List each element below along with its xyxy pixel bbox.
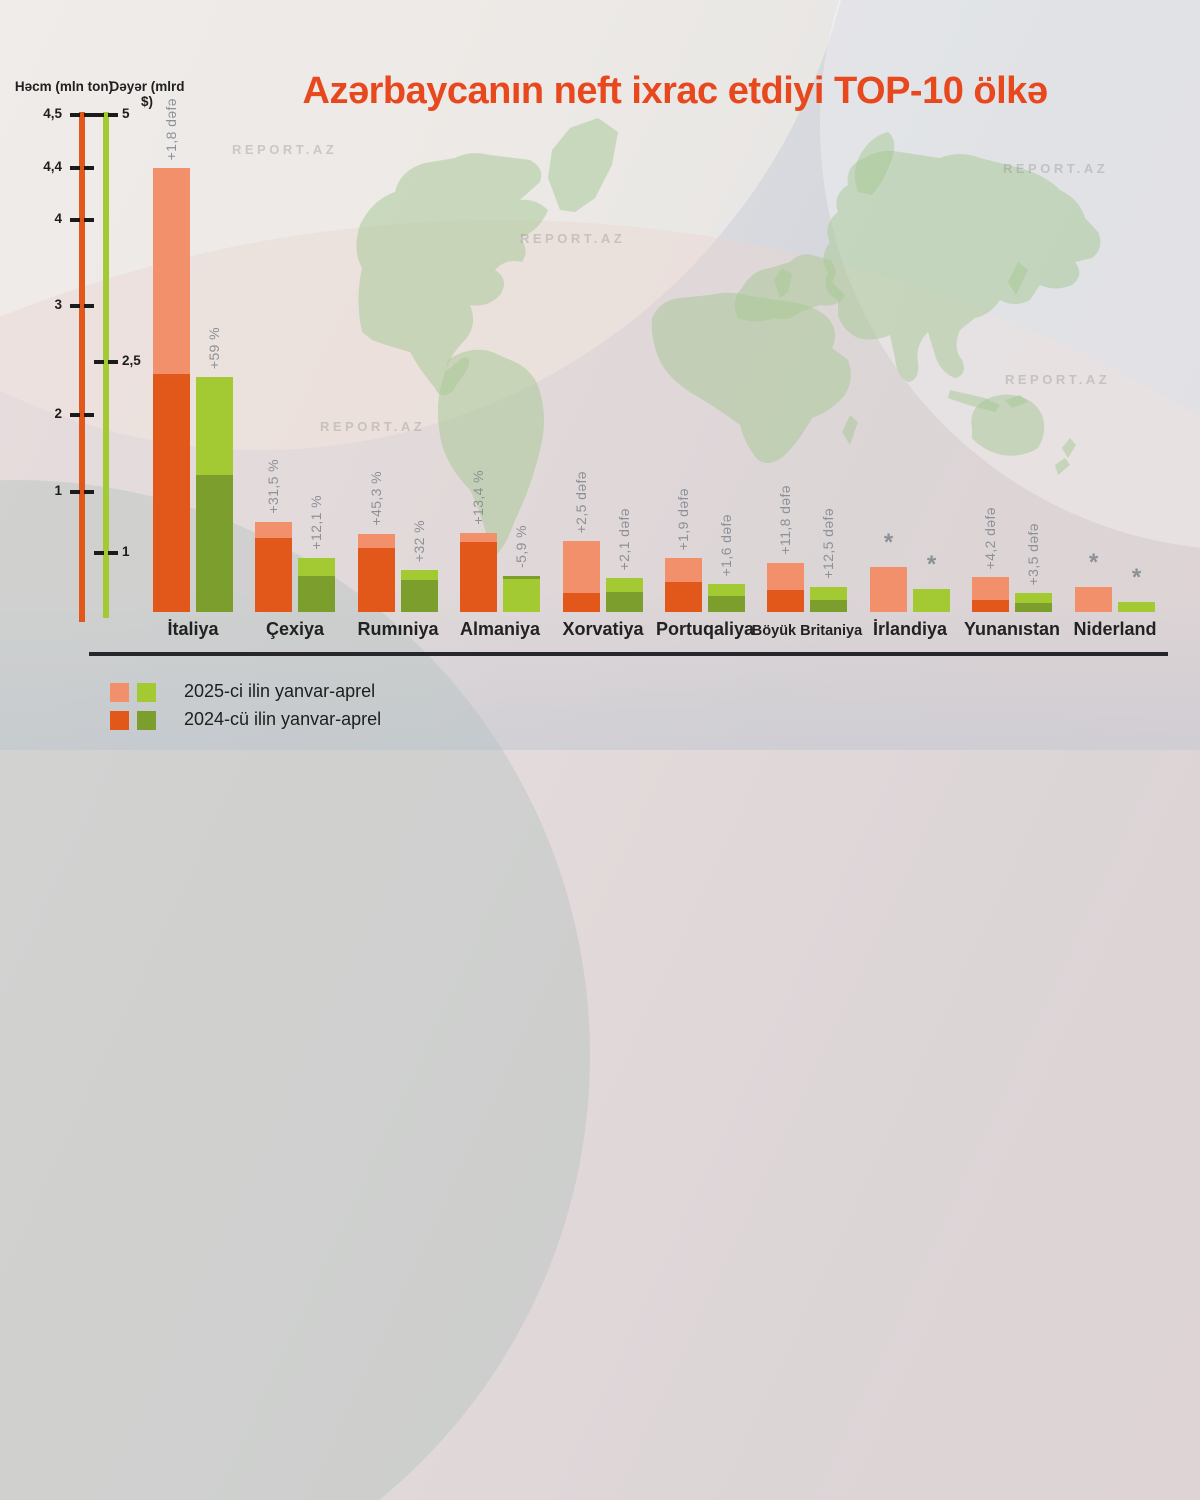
volume-bar-pair-İrlandiya: * — [870, 0, 907, 612]
value-bar-pair-Yunanıstan: +3,5 dəfə — [1015, 0, 1052, 612]
legend-swatch-value-2025 — [137, 683, 156, 702]
bar-volume-2024 — [460, 542, 497, 612]
bar-volume-2024 — [153, 374, 190, 612]
country-label: Böyük Britaniya — [751, 623, 863, 639]
legend-label-2025: 2025-ci ilin yanvar-aprel — [184, 681, 376, 701]
bar-volume-2024 — [665, 582, 702, 612]
background-bottom-tint — [0, 590, 1200, 750]
watermark-report-az: REPORT.AZ — [1003, 161, 1109, 176]
country-group-4: +13,4 % -5,9 % — [460, 0, 540, 612]
bar-value-2025 — [913, 589, 950, 612]
volume-change-annotation: +31,5 % — [264, 459, 281, 514]
bar-value-2024 — [401, 580, 438, 612]
value-change-annotation: +12,5 dəfə — [819, 508, 836, 579]
volume-axis-tick-label: 1 — [54, 483, 62, 498]
volume-change-annotation: +4,2 dəfə — [981, 506, 998, 569]
volume-bar-pair-Böyük Britaniya: +11,8 dəfə — [767, 0, 804, 612]
watermark-report-az: REPORT.AZ — [1005, 372, 1111, 387]
value-bar-pair-Çexiya: +12,1 % — [298, 0, 335, 612]
volume-change-annotation: * — [1088, 549, 1099, 576]
volume-axis-tick — [70, 490, 94, 494]
legend-label-2024: 2024-cü ilin yanvar-aprel — [184, 709, 382, 729]
value-change-annotation: +59 % — [205, 326, 222, 369]
country-group-7: +11,8 dəfə +12,5 dəfə — [767, 0, 847, 612]
value-axis-tick-label: 1 — [122, 544, 130, 559]
bar-volume-2024 — [972, 600, 1009, 612]
country-label: İrlandiya — [872, 619, 948, 639]
value-axis-tick — [94, 551, 118, 555]
country-group-6: +1,9 dəfə +1,6 dəfə — [665, 0, 745, 612]
country-label: Niderland — [1073, 619, 1157, 639]
volume-change-annotation: +1,9 dəfə — [674, 487, 691, 550]
legend-swatch-volume-2024 — [110, 711, 129, 730]
value-change-annotation: -5,9 % — [512, 525, 529, 568]
country-label: Rumıniya — [357, 619, 439, 639]
volume-bar-pair-Çexiya: +31,5 % — [255, 0, 292, 612]
value-change-annotation: * — [1131, 564, 1142, 591]
value-change-annotation: +1,6 dəfə — [717, 513, 734, 576]
value-change-annotation: +2,1 dəfə — [615, 507, 632, 570]
country-label: Xorvatiya — [562, 619, 644, 639]
volume-bar-pair-Rumıniya: +45,3 % — [358, 0, 395, 612]
bar-value-2024 — [196, 475, 233, 612]
value-change-annotation: +12,1 % — [307, 495, 324, 550]
country-label: Çexiya — [265, 619, 325, 639]
country-label: Yunanıstan — [963, 619, 1061, 639]
bar-value-2025 — [1118, 602, 1155, 612]
bar-volume-2024 — [767, 590, 804, 612]
value-change-annotation: * — [926, 551, 937, 578]
volume-bar-pair-Xorvatiya: +2,5 dəfə — [563, 0, 600, 612]
volume-bar-pair-Portuqaliya: +1,9 dəfə — [665, 0, 702, 612]
bar-volume-2025 — [1075, 587, 1112, 612]
legend-swatch-volume-2025 — [110, 683, 129, 702]
volume-change-annotation: +45,3 % — [367, 471, 384, 526]
legend-swatch-value-2024 — [137, 711, 156, 730]
value-bar-pair-İtaliya: +59 % — [196, 0, 233, 612]
country-group-1: +1,8 dəfə +59 % — [153, 0, 233, 612]
volume-bar-pair-Almaniya: +13,4 % — [460, 0, 497, 612]
value-change-annotation: +32 % — [410, 519, 427, 562]
bar-chart-plot-area: +1,8 dəfə +59 % +31,5 % +12,1 % +45,3 % +32 %… — [153, 0, 1155, 612]
country-group-9: +4,2 dəfə +3,5 dəfə — [972, 0, 1052, 612]
country-group-8: * * — [870, 0, 950, 612]
country-group-5: +2,5 dəfə +2,1 dəfə — [563, 0, 643, 612]
bar-value-2024 — [708, 596, 745, 612]
value-bar-pair-Portuqaliya: +1,6 dəfə — [708, 0, 745, 612]
value-bar-pair-İrlandiya: * — [913, 0, 950, 612]
value-bar-pair-Böyük Britaniya: +12,5 dəfə — [810, 0, 847, 612]
country-group-2: +31,5 % +12,1 % — [255, 0, 335, 612]
bar-value-2024 — [1015, 603, 1052, 612]
bar-volume-2025 — [870, 567, 907, 612]
volume-change-annotation: +1,8 dəfə — [162, 97, 179, 160]
volume-bar-pair-Niderland: * — [1075, 0, 1112, 612]
value-bar-pair-Xorvatiya: +2,1 dəfə — [606, 0, 643, 612]
value-bar-pair-Niderland: * — [1118, 0, 1155, 612]
bar-value-2024 — [606, 592, 643, 612]
volume-change-annotation: +11,8 dəfə — [776, 485, 793, 555]
bar-value-2024 — [298, 576, 335, 612]
volume-bar-pair-İtaliya: +1,8 dəfə — [153, 0, 190, 612]
value-bar-pair-Almaniya: -5,9 % — [503, 0, 540, 612]
country-group-3: +45,3 % +32 % — [358, 0, 438, 612]
volume-bar-pair-Yunanıstan: +4,2 dəfə — [972, 0, 1009, 612]
volume-change-annotation: +13,4 % — [469, 470, 486, 525]
bar-volume-2024 — [358, 548, 395, 612]
country-label: Portuqaliya — [655, 619, 755, 639]
country-label: İtaliya — [167, 619, 219, 639]
bar-value-2025 — [503, 579, 540, 612]
value-bar-pair-Rumıniya: +32 % — [401, 0, 438, 612]
volume-change-annotation: * — [883, 529, 894, 556]
volume-change-annotation: +2,5 dəfə — [572, 470, 589, 533]
country-label: Almaniya — [459, 619, 541, 639]
bar-value-2024 — [810, 600, 847, 612]
value-change-annotation: +3,5 dəfə — [1024, 522, 1041, 585]
bar-volume-2024 — [255, 538, 292, 612]
chart-baseline-rule — [89, 652, 1168, 656]
country-group-10: * * — [1075, 0, 1155, 612]
bar-volume-2024 — [563, 593, 600, 612]
